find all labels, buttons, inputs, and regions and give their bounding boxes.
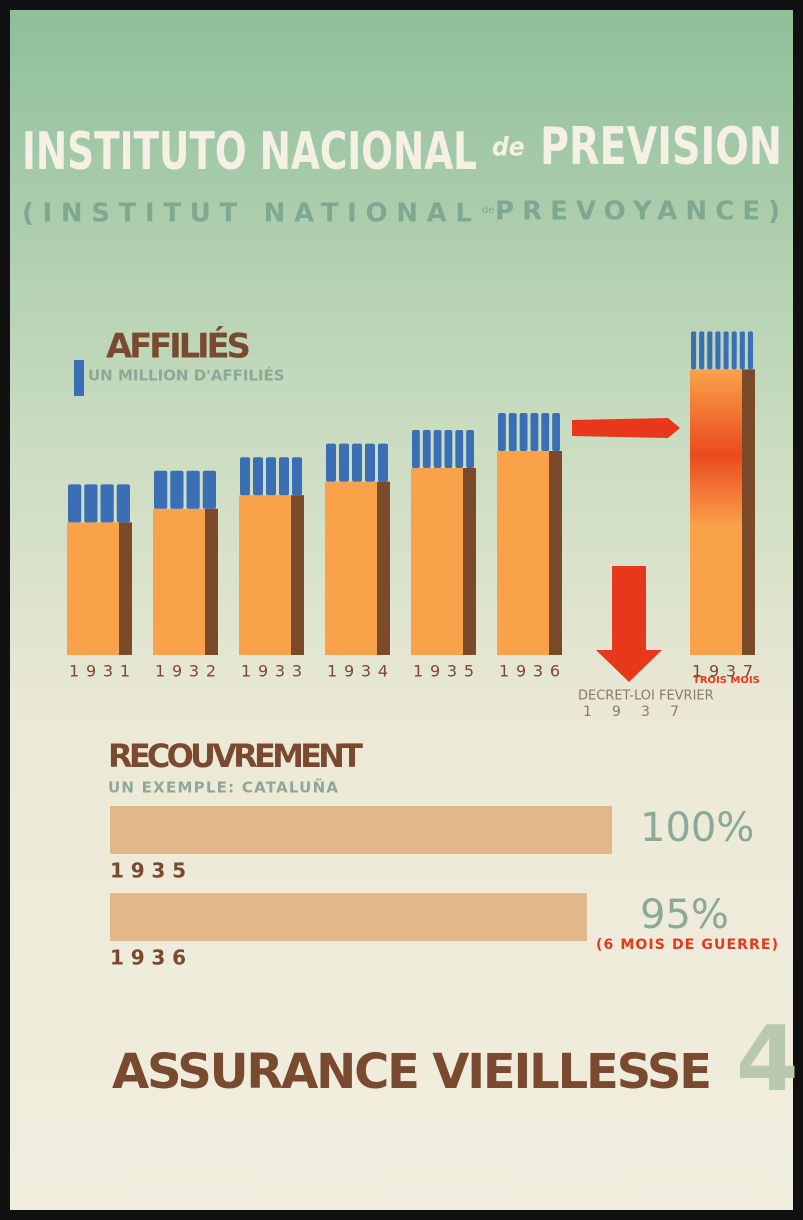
bar-shadow [119, 522, 132, 655]
bar-shadow [291, 495, 304, 655]
figure [541, 413, 550, 451]
figure [154, 470, 168, 509]
bar-shadow [205, 508, 218, 655]
legend-figure [74, 360, 84, 396]
figure [466, 430, 474, 468]
figure [240, 457, 250, 496]
value-label: 100% [640, 805, 754, 851]
figure [292, 457, 302, 496]
value-label: 95% [640, 892, 729, 938]
bar-shadow [463, 468, 476, 655]
bar [411, 430, 476, 655]
bar-body [325, 481, 377, 655]
bar-shadow [377, 481, 390, 655]
figure [339, 443, 349, 482]
figure [699, 331, 705, 370]
figure [739, 331, 745, 370]
chart1-subtitle: UN MILLION D'AFFILIÉS [88, 366, 285, 385]
bar-shadow [742, 369, 755, 655]
figure [68, 484, 82, 523]
bar [153, 470, 218, 655]
figure [100, 484, 114, 523]
figure [552, 413, 560, 451]
bar-body [67, 522, 119, 655]
hbar [110, 806, 612, 854]
figure [202, 470, 216, 509]
subtitle-de: de [482, 205, 495, 216]
chart2-note: (6 MOIS DE GUERRE) [596, 937, 778, 953]
bar-body [497, 451, 549, 655]
footer-text: ASSURANCE VIEILLESSE [112, 1044, 712, 1100]
figure [266, 457, 276, 496]
decree-label: DECRET-LOI FEVRIER [578, 689, 714, 704]
figure [412, 430, 420, 468]
figure [279, 457, 289, 496]
figure [498, 413, 506, 451]
figure [530, 413, 539, 451]
bar-body [411, 468, 463, 655]
figure [186, 470, 200, 509]
figure [707, 331, 713, 370]
chart1-title: AFFILIÉS [106, 326, 251, 367]
bar-body [239, 495, 291, 655]
footer-number: 4 [736, 1007, 799, 1112]
figure [116, 484, 130, 523]
bar [67, 484, 132, 655]
hbar [110, 893, 587, 941]
bar-body [690, 369, 742, 655]
figure [455, 430, 464, 468]
figure [747, 331, 753, 370]
figure [444, 430, 453, 468]
figure [253, 457, 263, 496]
title-de: de [492, 133, 525, 163]
bar [690, 331, 755, 655]
title-end: PREVISION [540, 117, 782, 177]
bar-body [153, 508, 205, 655]
figure [691, 331, 697, 370]
subtitle: (INSTITUT NATIONAL [22, 199, 472, 229]
figure [365, 443, 375, 482]
bar [239, 457, 304, 655]
title: INSTITUTO NACIONAL [22, 122, 477, 182]
last-note: TROIS MOIS [693, 675, 760, 686]
figure [352, 443, 362, 482]
figure [715, 331, 721, 370]
figure [84, 484, 98, 523]
chart2-title: RECOUVREMENT [108, 737, 363, 775]
figure [378, 443, 388, 482]
bar-shadow [549, 451, 562, 655]
figure [723, 331, 729, 370]
bar [325, 443, 390, 655]
figure [326, 443, 336, 482]
figure [508, 413, 517, 451]
figure [433, 430, 442, 468]
decree-arrow [596, 566, 662, 682]
figure [422, 430, 431, 468]
figure [519, 413, 528, 451]
background [10, 10, 793, 1210]
chart2-subtitle: UN EXEMPLE: CATALUÑA [108, 778, 338, 797]
increase-arrow [572, 418, 680, 438]
bar [497, 413, 562, 655]
figure [731, 331, 737, 370]
figure [170, 470, 184, 509]
